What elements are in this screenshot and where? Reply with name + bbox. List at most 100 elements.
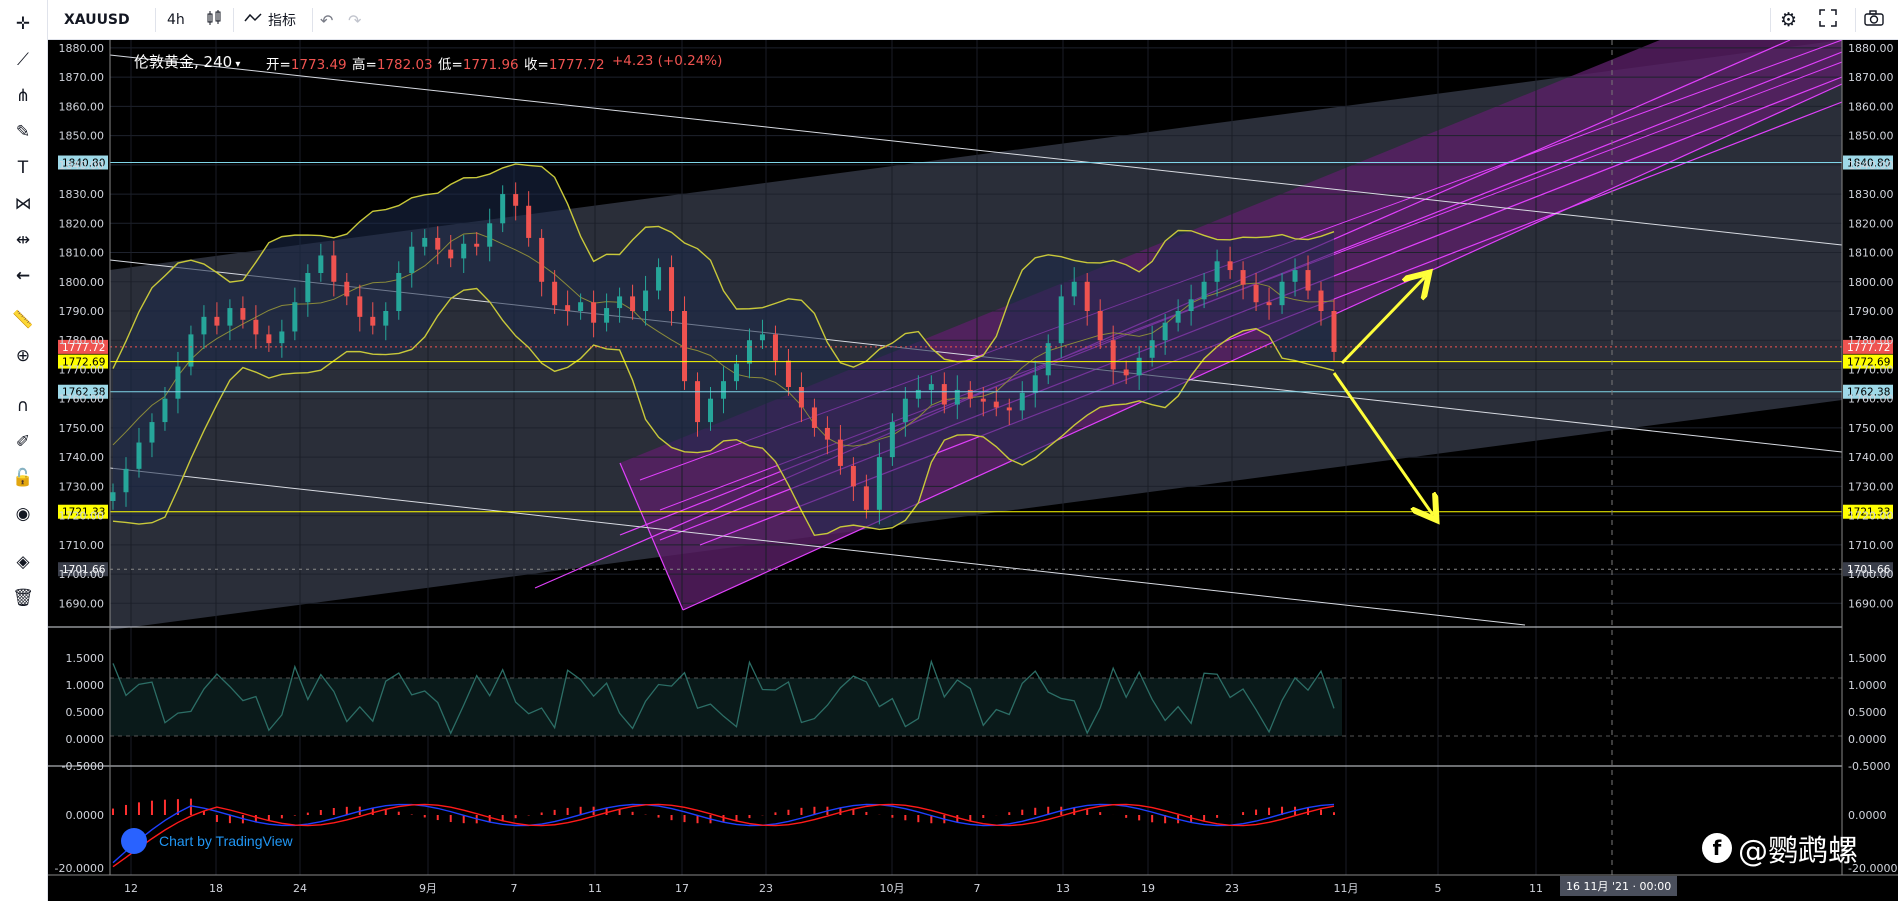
y-tick-label-left: 1830.00 xyxy=(59,188,105,201)
x-tick-label: 18 xyxy=(209,882,223,895)
chart-type-button[interactable] xyxy=(205,0,223,40)
y-tick-label-right: 1840.00 xyxy=(1848,159,1894,172)
candle-body xyxy=(928,384,934,390)
pattern-icon[interactable]: ⋈ xyxy=(14,194,32,214)
layers-icon[interactable]: ◈ xyxy=(16,552,30,572)
prediction-icon[interactable]: ⇹ xyxy=(15,230,31,250)
x-tick-label: 7 xyxy=(974,882,981,895)
candle-body xyxy=(1019,392,1025,411)
y-tick-label-left: 1780.00 xyxy=(59,334,105,347)
x-tick-label: 17 xyxy=(675,882,689,895)
symbol-search[interactable]: XAUUSD xyxy=(64,0,130,40)
tradingview-logo-icon xyxy=(121,828,147,854)
macd-tick-label: -20.0000 xyxy=(55,862,104,875)
y-tick-label-right: 1880.00 xyxy=(1848,42,1894,55)
candle-body xyxy=(837,439,843,466)
price-tag xyxy=(58,339,108,354)
magnet-icon[interactable]: ∩ xyxy=(16,396,30,416)
candle-body xyxy=(435,237,441,250)
candle-body xyxy=(1058,296,1064,344)
indicators-label: 指标 xyxy=(268,13,296,29)
candle-body xyxy=(759,334,765,341)
back-arrow-icon[interactable]: ← xyxy=(15,266,31,286)
y-tick-label-right: 1780.00 xyxy=(1848,334,1894,347)
candle-body xyxy=(733,363,739,382)
indicators-button[interactable]: 指标 xyxy=(244,0,296,40)
price-tag xyxy=(1843,354,1893,369)
undo-button[interactable]: ↶ xyxy=(320,0,333,40)
macd-bar xyxy=(839,807,842,815)
snapshot-button[interactable] xyxy=(1864,0,1884,40)
bollinger-bands xyxy=(112,163,1335,537)
y-tick-label-right: 1810.00 xyxy=(1848,247,1894,260)
candle-body xyxy=(993,401,999,408)
y-tick-label-left: 1750.00 xyxy=(59,422,105,435)
macd-bar xyxy=(293,815,296,816)
macd-bar xyxy=(1164,815,1167,824)
candle-body xyxy=(1032,375,1038,393)
redo-button[interactable]: ↷ xyxy=(348,0,361,40)
osc-tick-label: -0.5000 xyxy=(62,760,104,773)
brush-icon[interactable]: ✎ xyxy=(15,122,31,142)
price-tag xyxy=(58,562,108,577)
watermark-text: @鹦鹉螺 xyxy=(1738,834,1858,869)
candles xyxy=(110,182,1337,525)
candle-body xyxy=(811,407,817,428)
price-tag-label: 1840.80 xyxy=(62,158,105,170)
candle-body xyxy=(721,381,726,399)
candle-body xyxy=(513,194,519,206)
candle-body xyxy=(1162,322,1168,341)
trash-icon[interactable]: 🗑 xyxy=(12,588,34,608)
y-tick-label-right: 1850.00 xyxy=(1848,130,1894,143)
candle-body xyxy=(526,205,532,238)
candle-body xyxy=(318,255,324,273)
osc-tick-label: 1.0000 xyxy=(66,679,105,692)
lock-drawing-icon[interactable]: ✐ xyxy=(15,432,31,452)
y-tick-label-left: 1720.00 xyxy=(59,510,105,523)
macd-bar xyxy=(137,802,140,815)
x-tick-label: 11 xyxy=(588,882,602,895)
text-icon[interactable]: T xyxy=(17,158,29,178)
macd-bar xyxy=(1138,815,1141,821)
candle-body xyxy=(266,334,272,344)
unlock-icon[interactable]: 🔓 xyxy=(12,468,34,488)
tradingview-badge[interactable]: Chart by TradingView xyxy=(121,828,293,854)
interval-button[interactable]: 4h xyxy=(167,0,185,40)
y-tick-label-right: 1690.00 xyxy=(1848,597,1894,610)
fullscreen-button[interactable] xyxy=(1819,0,1837,40)
time-cursor-label: 16 11月 '21 · 00:00 xyxy=(1560,876,1678,896)
candle-body xyxy=(941,384,947,405)
macd-bar xyxy=(1073,807,1076,815)
candle-body xyxy=(1253,284,1259,303)
candle-body xyxy=(461,243,467,259)
price-tag-label: 1721.33 xyxy=(1847,507,1890,519)
candle-body xyxy=(876,457,882,510)
price-tag-label: 1772.69 xyxy=(62,357,105,369)
price-tag-label: 1762.38 xyxy=(62,387,105,399)
candle-body xyxy=(552,281,558,306)
y-tick-label-left: 1810.00 xyxy=(59,247,105,260)
candle-body xyxy=(214,316,220,326)
y-tick-label-left: 1850.00 xyxy=(59,130,105,143)
crosshair-icon[interactable]: ✛ xyxy=(15,14,31,34)
time-axis[interactable]: 12 18 24 9月 7 11 17 23 10月 7 13 19 23 11月 5 11 xyxy=(124,882,1543,895)
candle-body xyxy=(1006,407,1012,411)
trend-line-icon[interactable]: ⟋ xyxy=(17,50,29,70)
candle-body xyxy=(175,366,181,399)
ruler-icon[interactable]: 📏 xyxy=(12,310,34,330)
price-axis[interactable]: 1880.00 1880.00 1870.00 1870.00 1860.00 1860.… xyxy=(55,42,1898,875)
zoom-icon[interactable]: ⊕ xyxy=(15,346,31,366)
ohlc-open: 开=1773.49 xyxy=(266,57,347,73)
candle-body xyxy=(863,486,869,510)
settings-button[interactable]: ⚙ xyxy=(1780,0,1797,40)
legend-symbol: 伦敦黄金, 240 xyxy=(134,53,233,71)
y-tick-label-left: 1740.00 xyxy=(59,451,105,464)
ohlc-high: 高=1782.03 xyxy=(352,57,433,73)
candle-body xyxy=(850,465,856,487)
pitchfork-icon[interactable]: ⋔ xyxy=(15,86,31,106)
eye-icon[interactable]: ◉ xyxy=(15,504,31,524)
x-tick-label: 13 xyxy=(1056,882,1070,895)
macd-bar xyxy=(228,815,231,824)
candle-body xyxy=(669,267,675,311)
